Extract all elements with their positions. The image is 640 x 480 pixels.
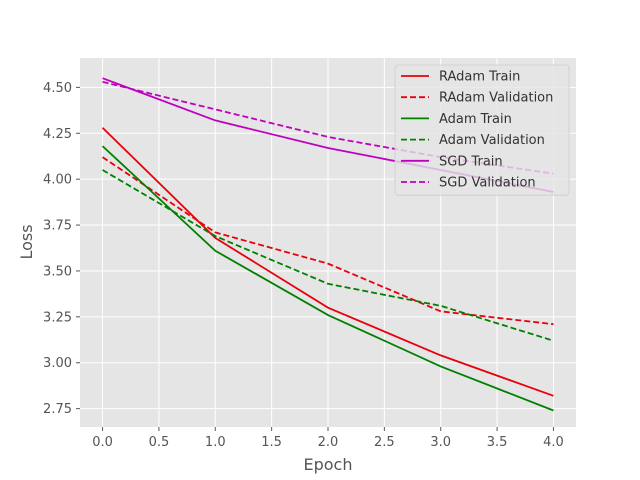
series-line: [102, 156, 554, 326]
y-tick-label: 3.00: [43, 356, 72, 371]
x-tick-label: 3.0: [430, 435, 451, 450]
x-tick-label: 4.0: [543, 435, 564, 450]
legend-entry: RAdam Train: [439, 70, 520, 85]
y-tick-label: 4.50: [43, 81, 72, 96]
x-tick-label: 3.5: [487, 435, 508, 450]
y-tick-label: 2.75: [43, 402, 72, 417]
legend-entry: Adam Train: [439, 112, 512, 127]
legend-entry: RAdam Validation: [439, 91, 553, 106]
x-tick-label: 2.0: [318, 435, 339, 450]
series-line: [102, 80, 554, 175]
y-tick-label: 3.75: [43, 219, 72, 234]
legend-box: [394, 64, 570, 196]
legend: RAdam Train RAdam Validation Adam Train Ada…: [394, 64, 570, 196]
y-tick-label: 3.25: [43, 310, 72, 325]
legend-entry: SGD Train: [439, 154, 503, 169]
legend-entry: SGD Validation: [439, 176, 536, 191]
x-tick-label: 0.0: [92, 435, 113, 450]
series-line: [101, 127, 554, 397]
y-axis-ticks: 2.75 3.00 3.25 3.50 3.75 4.00 4.25 4.50: [43, 81, 80, 417]
x-axis-ticks: 0.0 0.5 1.0 1.5 2.0 2.5 3.0 3.5 4.0: [92, 427, 564, 450]
series-line: [102, 169, 554, 342]
x-tick-label: 2.5: [374, 435, 395, 450]
legend-entry: Adam Validation: [439, 133, 545, 148]
y-tick-label: 4.25: [43, 127, 72, 142]
y-axis-label: Loss: [17, 224, 36, 259]
x-tick-label: 1.5: [261, 435, 282, 450]
y-tick-label: 3.50: [43, 264, 72, 279]
series-line: [101, 145, 554, 412]
x-tick-label: 0.5: [149, 435, 170, 450]
x-axis-label: Epoch: [304, 455, 353, 474]
x-tick-label: 1.0: [205, 435, 226, 450]
y-tick-label: 4.00: [43, 173, 72, 188]
